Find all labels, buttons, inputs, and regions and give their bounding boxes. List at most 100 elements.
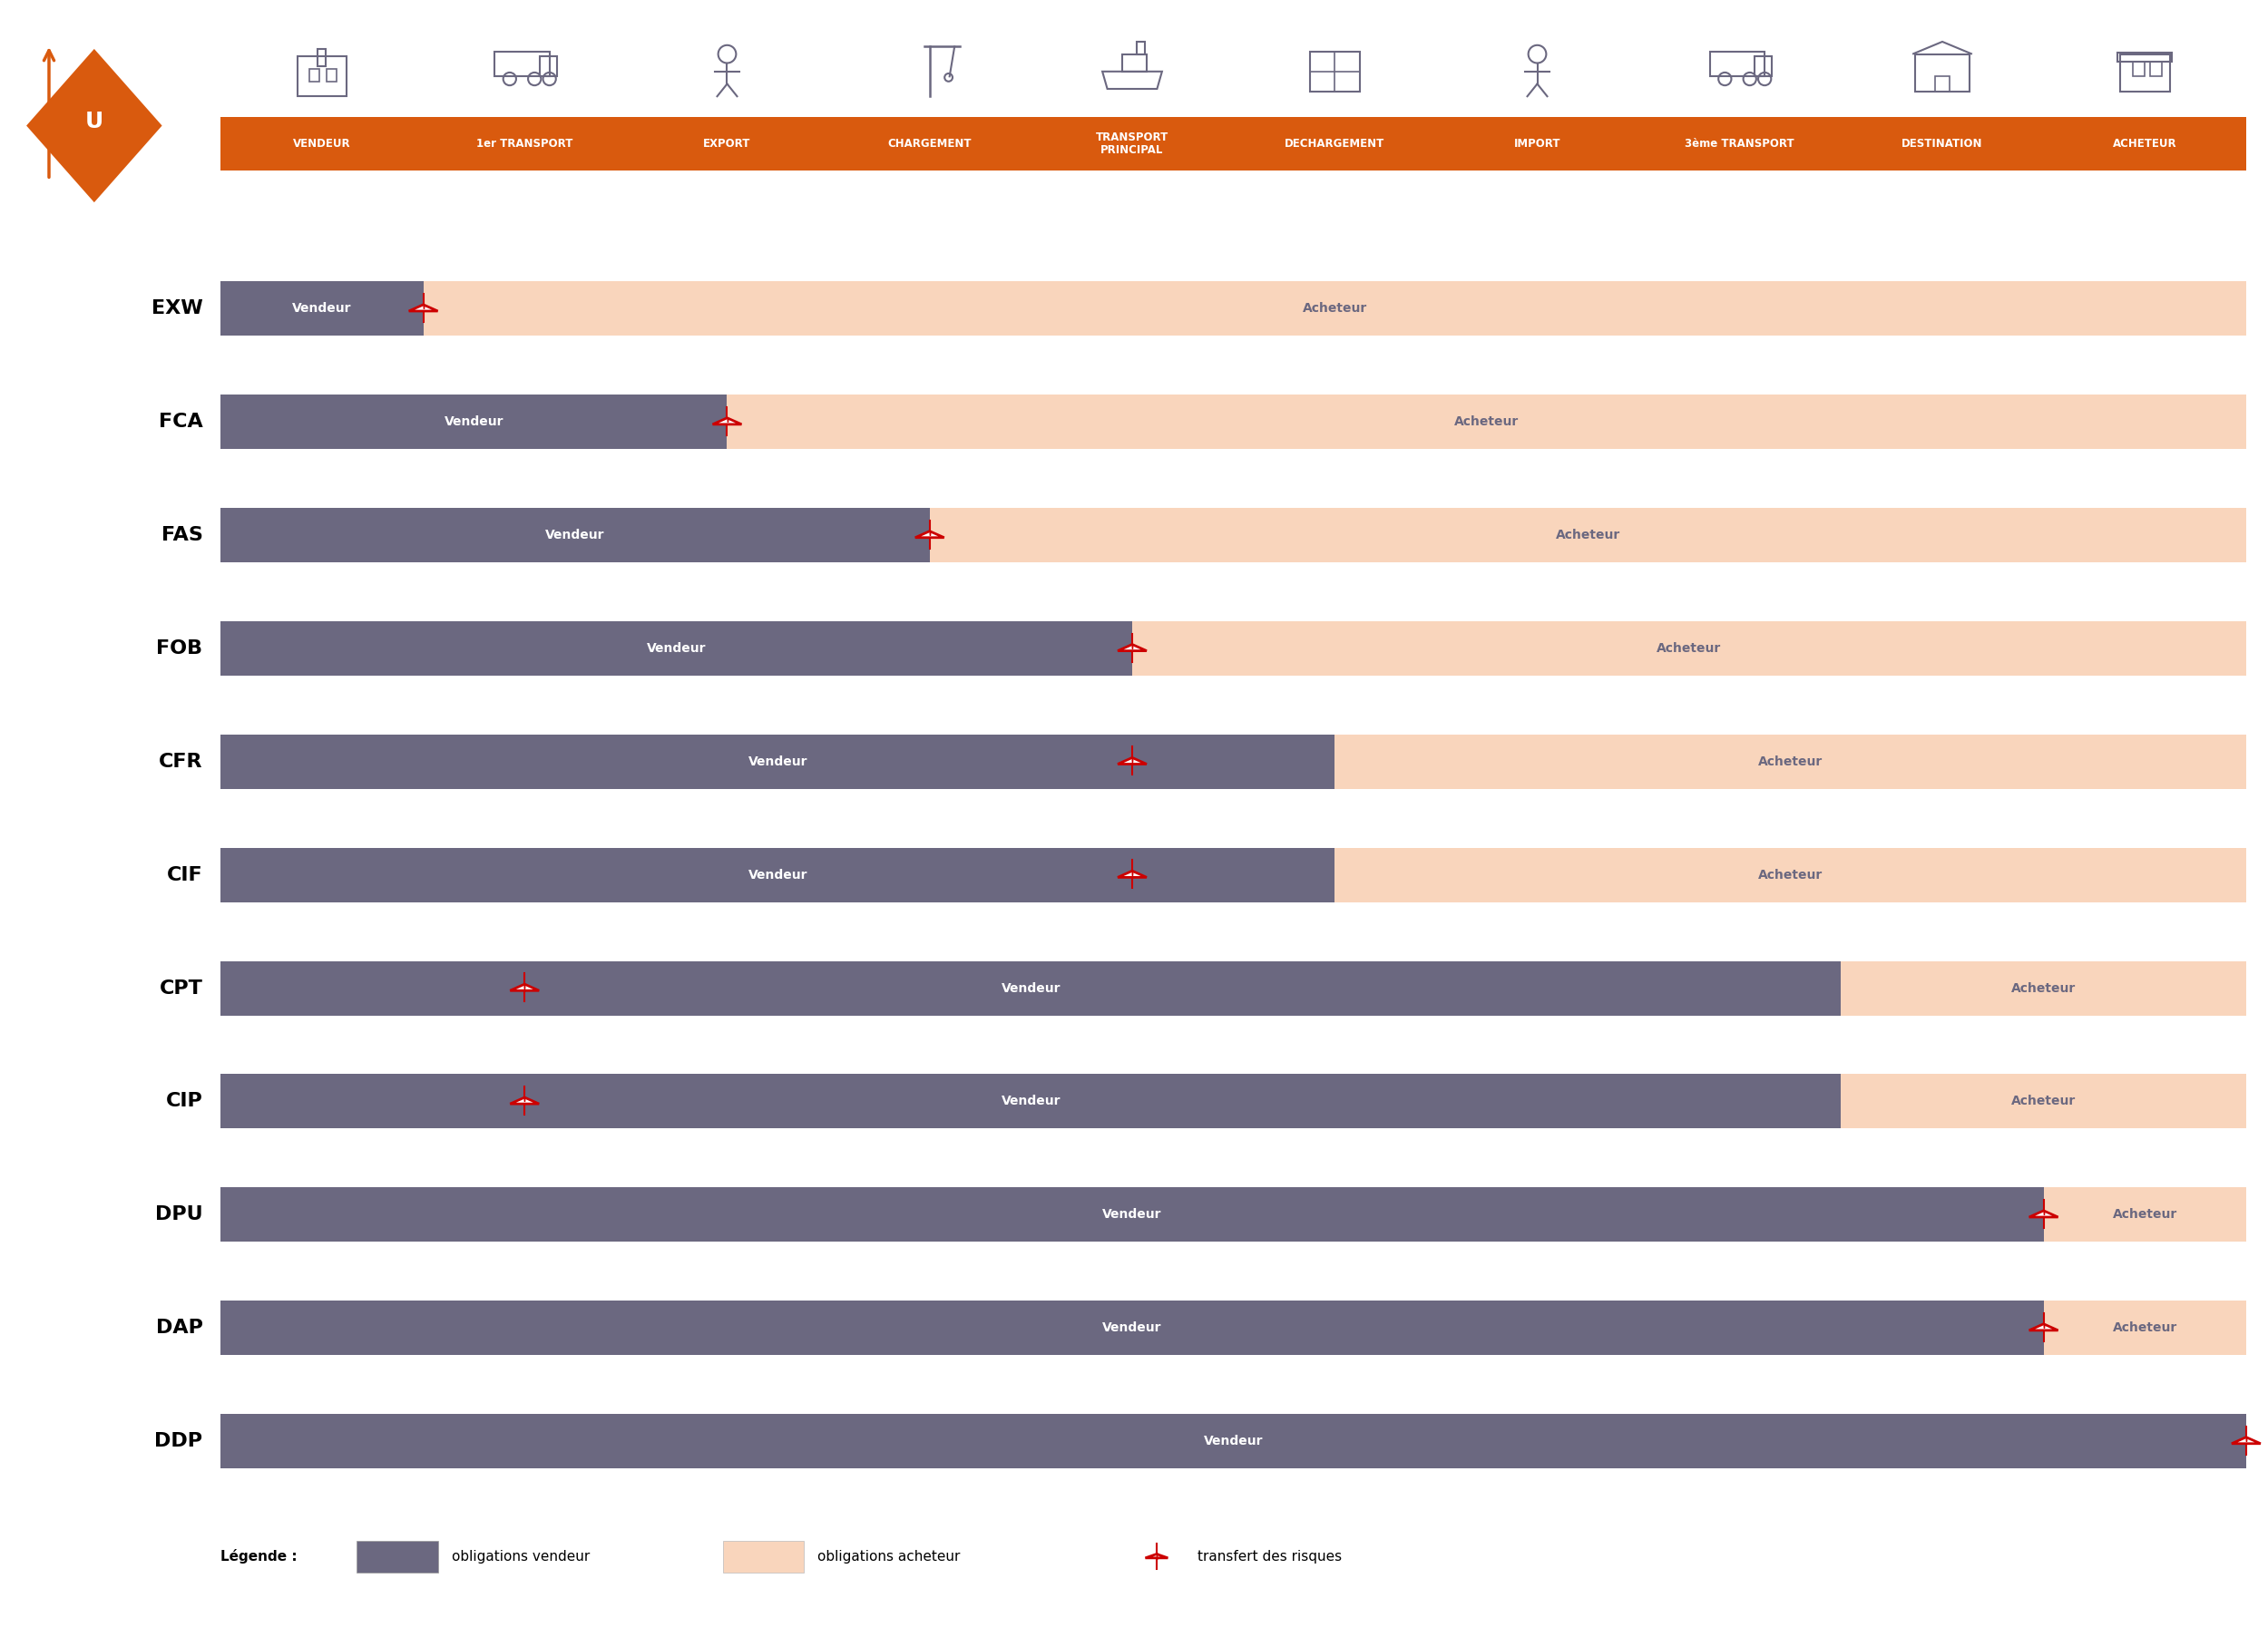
Text: CPT: CPT — [159, 979, 202, 997]
Text: !: ! — [928, 532, 932, 540]
Text: Légende :: Légende : — [220, 1549, 297, 1563]
Polygon shape — [1118, 871, 1148, 877]
Text: Vendeur: Vendeur — [1204, 1436, 1263, 1447]
Polygon shape — [408, 304, 438, 311]
Polygon shape — [1118, 645, 1148, 652]
Text: DDP: DDP — [154, 1432, 202, 1450]
Text: ACHETEUR: ACHETEUR — [2114, 138, 2177, 149]
Bar — [728, 395, 2245, 449]
Text: Acheteur: Acheteur — [1454, 416, 1520, 429]
Text: CFR: CFR — [159, 753, 202, 771]
Bar — [220, 1187, 2043, 1242]
Text: Vendeur: Vendeur — [1102, 1208, 1161, 1221]
Bar — [723, 1540, 803, 1572]
Polygon shape — [916, 530, 943, 537]
Polygon shape — [2232, 1437, 2261, 1444]
Polygon shape — [712, 417, 742, 424]
Text: !: ! — [1154, 1552, 1159, 1562]
Bar — [356, 1540, 438, 1572]
Bar — [220, 507, 930, 563]
Polygon shape — [2030, 1324, 2057, 1331]
Text: FAS: FAS — [161, 525, 202, 543]
Text: !: ! — [2041, 1324, 2046, 1333]
Text: transfert des risques: transfert des risques — [1198, 1550, 1343, 1563]
Text: Acheteur: Acheteur — [1658, 642, 1721, 655]
Bar — [1914, 54, 1969, 92]
Bar — [220, 848, 1336, 902]
Bar — [2043, 1301, 2245, 1355]
Text: VENDEUR: VENDEUR — [293, 138, 352, 149]
Text: !: ! — [2243, 1437, 2248, 1447]
Text: obligations vendeur: obligations vendeur — [451, 1550, 590, 1563]
Bar — [1123, 54, 1148, 72]
Polygon shape — [510, 984, 540, 990]
Text: Vendeur: Vendeur — [1000, 1095, 1061, 1108]
Bar — [540, 57, 558, 77]
Text: Acheteur: Acheteur — [1758, 755, 1823, 768]
Polygon shape — [510, 1097, 540, 1103]
Text: !: ! — [1129, 871, 1134, 881]
Polygon shape — [1118, 758, 1148, 764]
Bar — [327, 69, 338, 82]
Bar — [1935, 77, 1950, 92]
Bar — [2150, 62, 2161, 77]
Bar — [424, 282, 2245, 336]
Bar — [2118, 52, 2173, 62]
Text: obligations acheteur: obligations acheteur — [816, 1550, 959, 1563]
Text: !: ! — [522, 1098, 526, 1107]
Text: Acheteur: Acheteur — [1758, 869, 1823, 881]
Text: CIF: CIF — [168, 866, 202, 884]
Text: CHARGEMENT: CHARGEMENT — [887, 138, 971, 149]
Bar — [1755, 57, 1771, 77]
Bar — [1710, 52, 1765, 77]
Text: EXW: EXW — [152, 300, 202, 318]
Text: Vendeur: Vendeur — [748, 755, 807, 768]
Text: !: ! — [726, 417, 730, 427]
Bar — [220, 282, 424, 336]
Text: Vendeur: Vendeur — [547, 529, 606, 542]
Bar — [311, 69, 320, 82]
Text: DECHARGEMENT: DECHARGEMENT — [1284, 138, 1386, 149]
Bar — [220, 961, 1842, 1015]
Text: Vendeur: Vendeur — [748, 869, 807, 881]
Bar — [220, 620, 1132, 676]
Text: !: ! — [422, 304, 426, 314]
Bar — [220, 1301, 2043, 1355]
Bar — [2121, 54, 2170, 92]
Polygon shape — [27, 49, 161, 203]
Bar — [220, 116, 2245, 170]
Text: FOB: FOB — [156, 640, 202, 658]
Text: Acheteur: Acheteur — [2112, 1321, 2177, 1334]
Bar — [494, 52, 549, 77]
Bar — [297, 57, 347, 97]
Bar — [2043, 1187, 2245, 1242]
Text: Vendeur: Vendeur — [1102, 1321, 1161, 1334]
Text: DPU: DPU — [154, 1205, 202, 1224]
Text: IMPORT: IMPORT — [1515, 138, 1560, 149]
Text: Vendeur: Vendeur — [293, 303, 352, 314]
Text: Vendeur: Vendeur — [445, 416, 503, 429]
Text: !: ! — [1129, 758, 1134, 768]
Bar — [1336, 848, 2245, 902]
Text: TRANSPORT
PRINCIPAL: TRANSPORT PRINCIPAL — [1095, 131, 1168, 156]
Text: !: ! — [522, 984, 526, 994]
Text: FCA: FCA — [159, 413, 202, 431]
Text: 3ème TRANSPORT: 3ème TRANSPORT — [1685, 138, 1794, 149]
Bar — [220, 735, 1336, 789]
Polygon shape — [1145, 1554, 1168, 1558]
Bar — [1842, 1074, 2245, 1128]
Bar — [1132, 620, 2245, 676]
Text: Acheteur: Acheteur — [2112, 1208, 2177, 1221]
Bar — [1311, 52, 1359, 92]
Text: Vendeur: Vendeur — [1000, 982, 1061, 995]
Bar — [220, 395, 728, 449]
Text: Acheteur: Acheteur — [2012, 1095, 2075, 1108]
Text: Acheteur: Acheteur — [2012, 982, 2075, 995]
Text: Acheteur: Acheteur — [1556, 529, 1619, 542]
Text: Acheteur: Acheteur — [1302, 303, 1368, 314]
Text: !: ! — [2041, 1211, 2046, 1220]
Text: CIP: CIP — [166, 1092, 202, 1110]
Bar — [1336, 735, 2245, 789]
Text: EXPORT: EXPORT — [703, 138, 751, 149]
Text: 1er TRANSPORT: 1er TRANSPORT — [476, 138, 574, 149]
